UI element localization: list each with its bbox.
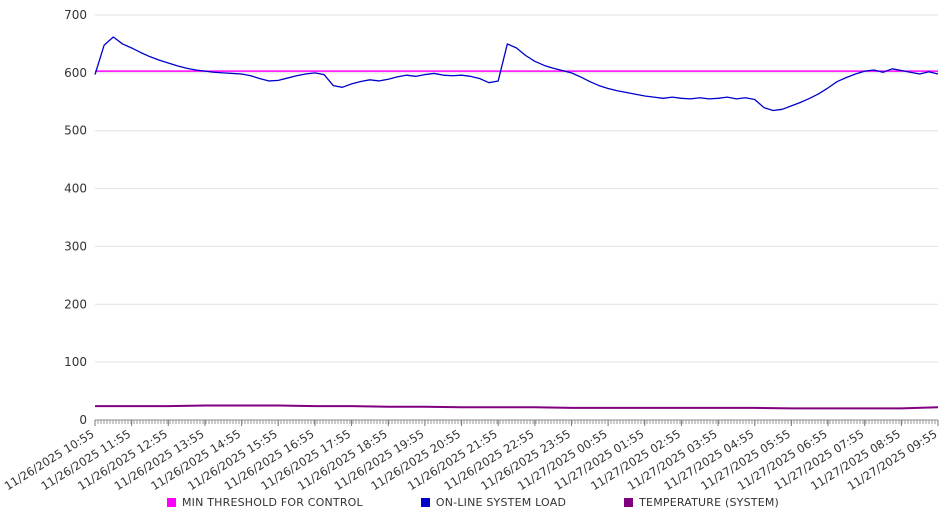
chart-legend: MIN THRESHOLD FOR CONTROL ON-LINE SYSTEM… <box>0 496 946 509</box>
legend-item-system-load: ON-LINE SYSTEM LOAD <box>420 496 567 509</box>
legend-item-min-threshold: MIN THRESHOLD FOR CONTROL <box>166 496 363 509</box>
svg-text:500: 500 <box>64 124 87 138</box>
legend-swatch-temperature <box>624 498 634 507</box>
svg-text:200: 200 <box>64 297 87 311</box>
legend-swatch-min-threshold <box>166 498 176 507</box>
legend-label-system-load: ON-LINE SYSTEM LOAD <box>435 496 567 509</box>
svg-text:100: 100 <box>64 355 87 369</box>
legend-swatch-system-load <box>420 498 430 507</box>
svg-text:0: 0 <box>79 413 87 427</box>
svg-text:600: 600 <box>64 66 87 80</box>
legend-label-temperature: TEMPERATURE (SYSTEM) <box>639 496 780 509</box>
svg-text:400: 400 <box>64 182 87 196</box>
svg-text:700: 700 <box>64 8 87 22</box>
svg-text:300: 300 <box>64 239 87 253</box>
legend-label-min-threshold: MIN THRESHOLD FOR CONTROL <box>181 496 363 509</box>
legend-item-temperature: TEMPERATURE (SYSTEM) <box>624 496 779 509</box>
